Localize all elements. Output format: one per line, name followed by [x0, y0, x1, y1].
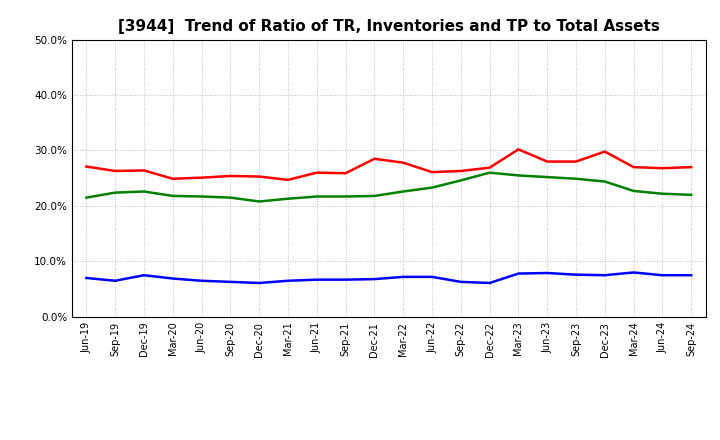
Trade Payables — [600, 179, 609, 184]
Trade Payables — [255, 199, 264, 204]
Inventories — [341, 277, 350, 282]
Title: [3944]  Trend of Ratio of TR, Inventories and TP to Total Assets: [3944] Trend of Ratio of TR, Inventories… — [118, 19, 660, 34]
Trade Receivables — [255, 174, 264, 179]
Inventories — [140, 272, 148, 278]
Trade Receivables — [485, 165, 494, 170]
Trade Receivables — [226, 173, 235, 179]
Trade Payables — [543, 174, 552, 180]
Trade Receivables — [687, 165, 696, 170]
Trade Receivables — [456, 169, 465, 174]
Inventories — [629, 270, 638, 275]
Trade Receivables — [197, 175, 206, 180]
Inventories — [687, 272, 696, 278]
Inventories — [600, 272, 609, 278]
Trade Receivables — [370, 156, 379, 161]
Trade Receivables — [140, 168, 148, 173]
Trade Receivables — [399, 160, 408, 165]
Trade Payables — [399, 189, 408, 194]
Trade Receivables — [284, 177, 292, 183]
Trade Receivables — [111, 169, 120, 174]
Trade Receivables — [82, 164, 91, 169]
Trade Payables — [111, 190, 120, 195]
Trade Receivables — [543, 159, 552, 164]
Trade Receivables — [428, 169, 436, 175]
Inventories — [428, 274, 436, 279]
Inventories — [514, 271, 523, 276]
Trade Receivables — [341, 171, 350, 176]
Line: Trade Receivables: Trade Receivables — [86, 149, 691, 180]
Trade Receivables — [514, 147, 523, 152]
Trade Payables — [687, 192, 696, 198]
Trade Payables — [226, 195, 235, 200]
Line: Inventories: Inventories — [86, 272, 691, 283]
Inventories — [543, 270, 552, 275]
Trade Receivables — [629, 165, 638, 170]
Trade Receivables — [658, 165, 667, 171]
Inventories — [82, 275, 91, 281]
Trade Payables — [370, 193, 379, 198]
Trade Receivables — [572, 159, 580, 164]
Trade Payables — [341, 194, 350, 199]
Inventories — [255, 280, 264, 286]
Trade Payables — [485, 170, 494, 175]
Trade Payables — [284, 196, 292, 202]
Trade Payables — [629, 188, 638, 194]
Trade Receivables — [312, 170, 321, 175]
Inventories — [485, 280, 494, 286]
Inventories — [312, 277, 321, 282]
Trade Payables — [456, 178, 465, 183]
Inventories — [370, 276, 379, 282]
Trade Receivables — [600, 149, 609, 154]
Inventories — [111, 278, 120, 283]
Inventories — [456, 279, 465, 285]
Inventories — [658, 272, 667, 278]
Trade Payables — [140, 189, 148, 194]
Inventories — [197, 278, 206, 283]
Trade Payables — [658, 191, 667, 196]
Trade Payables — [514, 173, 523, 178]
Trade Payables — [572, 176, 580, 181]
Trade Payables — [312, 194, 321, 199]
Trade Payables — [197, 194, 206, 199]
Trade Receivables — [168, 176, 177, 181]
Trade Payables — [168, 193, 177, 198]
Inventories — [168, 276, 177, 281]
Trade Payables — [82, 195, 91, 200]
Inventories — [284, 278, 292, 283]
Trade Payables — [428, 185, 436, 190]
Line: Trade Payables: Trade Payables — [86, 172, 691, 202]
Inventories — [226, 279, 235, 285]
Inventories — [399, 274, 408, 279]
Inventories — [572, 272, 580, 277]
